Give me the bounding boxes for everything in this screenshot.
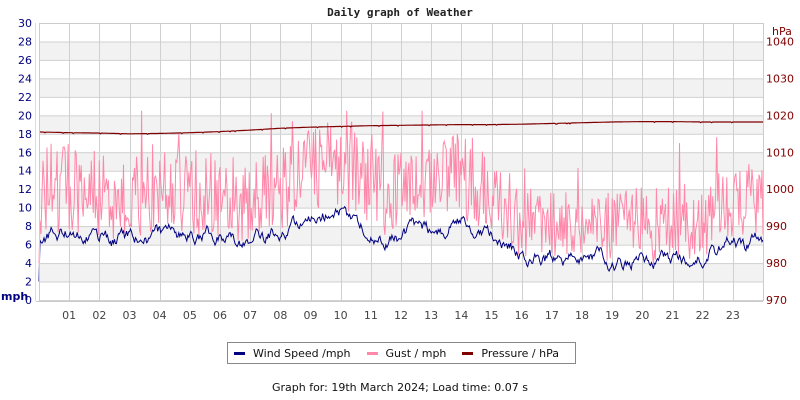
wind-speed-series (38, 205, 764, 282)
x-axis-tick-label: 02 (92, 309, 106, 322)
legend-label: Gust / mph (385, 346, 447, 360)
gust-series (38, 110, 764, 265)
y-axis-tick-label: 26 (18, 54, 32, 67)
x-axis-tick-label: 09 (304, 309, 318, 322)
y-axis-tick-label: 12 (18, 183, 32, 196)
x-axis-tick-label: 01 (62, 309, 76, 322)
y2-axis-tick-label: 990 (766, 220, 787, 233)
y-axis-tick-label: 14 (18, 165, 32, 178)
pressure-swatch-icon (462, 351, 474, 355)
x-axis-tick-label: 11 (364, 309, 378, 322)
y-axis-tick-label: 16 (18, 146, 32, 159)
pressure-line (39, 120, 763, 136)
x-axis-tick-label: 14 (454, 309, 468, 322)
x-axis-tick-label: 21 (666, 309, 680, 322)
y-axis-tick-label: 20 (18, 109, 32, 122)
x-axis-tick-label: 23 (726, 309, 740, 322)
legend-item-wind-speed: Wind Speed /mph (234, 347, 351, 360)
pressure-series (39, 120, 763, 136)
y-axis-tick-label: 0 (25, 294, 32, 307)
y2-axis-tick-label: 1020 (766, 109, 794, 122)
y-axis-label: mph (1, 290, 28, 303)
y-axis-tick-label: 6 (25, 239, 32, 252)
y-axis-tick-label: 8 (25, 220, 32, 233)
legend-label: Wind Speed /mph (253, 346, 351, 360)
y-axis-tick-label: 28 (18, 35, 32, 48)
y2-axis-tick-label: 1030 (766, 72, 794, 85)
legend-item-gust: Gust / mph (366, 346, 447, 360)
x-axis-tick-label: 16 (515, 309, 529, 322)
legend: Wind Speed /mph Gust / mph Pressure / hP… (227, 342, 576, 364)
x-axis-tick-label: 20 (635, 309, 649, 322)
x-axis-tick-label: 08 (273, 309, 287, 322)
y2-axis-tick-label: 970 (766, 294, 787, 307)
y-axis-tick-label: 10 (18, 202, 32, 215)
y-axis-tick-label: 30 (18, 17, 32, 30)
x-axis-tick-label: 12 (394, 309, 408, 322)
x-axis-tick-label: 05 (183, 309, 197, 322)
x-axis-tick-label: 04 (153, 309, 167, 322)
legend-item-pressure: Pressure / hPa (462, 347, 559, 360)
x-axis-tick-label: 18 (575, 309, 589, 322)
gust-line (38, 110, 764, 265)
gust-swatch-icon (366, 351, 378, 355)
y2-axis-tick-label: 980 (766, 257, 787, 270)
y-axis-tick-label: 18 (18, 128, 32, 141)
x-axis-tick-label: 17 (545, 309, 559, 322)
chart-title: Daily graph of Weather (327, 6, 473, 19)
y2-axis-label: hPa (772, 25, 792, 38)
x-axis-tick-label: 07 (243, 309, 257, 322)
x-axis-tick-label: 15 (485, 309, 499, 322)
wind-speed-line (38, 205, 764, 282)
y2-axis-tick-label: 1040 (766, 35, 794, 48)
x-axis-tick-label: 10 (334, 309, 348, 322)
y-axis-tick-label: 24 (18, 72, 32, 85)
y-axis-tick-label: 22 (18, 91, 32, 104)
x-axis-tick-label: 22 (696, 309, 710, 322)
x-axis-tick-label: 13 (424, 309, 438, 322)
footer-status: Graph for: 19th March 2024; Load time: 0… (271, 381, 529, 394)
x-axis-tick-label: 19 (605, 309, 619, 322)
x-axis-tick-label: 06 (213, 309, 227, 322)
x-axis-tick-label: 03 (123, 309, 137, 322)
legend-label: Pressure / hPa (481, 346, 559, 360)
wind-speed-swatch-icon (234, 351, 245, 355)
y-axis-tick-label: 2 (25, 276, 32, 289)
y-axis-tick-label: 4 (25, 257, 32, 270)
y2-axis-tick-label: 1000 (766, 183, 794, 196)
y2-axis-tick-label: 1010 (766, 146, 794, 159)
